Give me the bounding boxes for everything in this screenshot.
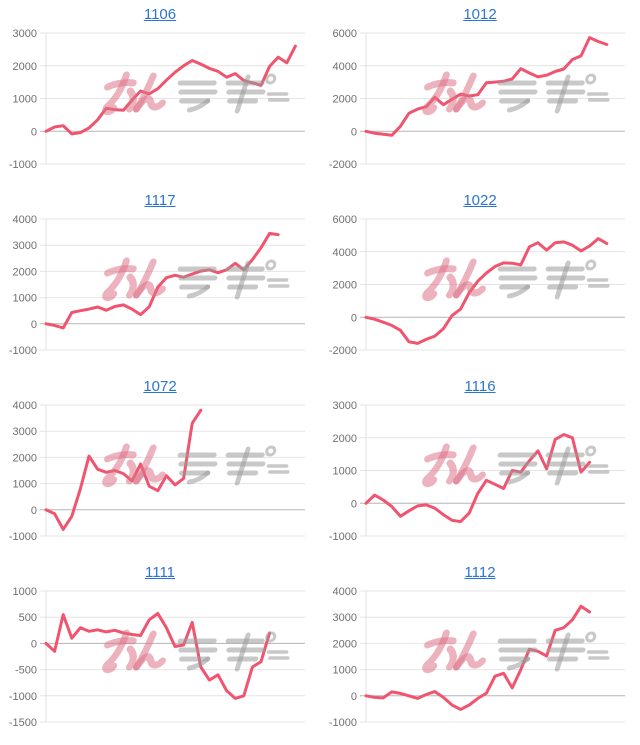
data-series-line [44,44,297,136]
line-chart-svg: -1000 0 1000 2000 3000 [9,28,305,171]
data-series-line [364,237,609,345]
y-tick-label: 0 [31,126,37,138]
chart-title-link[interactable]: 1072 [143,377,177,395]
y-tick-label: 0 [351,312,357,324]
chart-title-link[interactable]: 1106 [143,5,177,23]
line-chart-svg: -1000 0 1000 2000 3000 [329,400,625,543]
y-tick-label: 2000 [333,94,357,106]
chart-plot: -1500 -1000 -500 0 500 1000 [0,586,320,744]
y-tick-label: 4000 [13,214,37,226]
y-tick-label: -1500 [9,717,37,729]
chart-plot: -1000 0 1000 2000 3000 4000 [0,400,320,558]
y-tick-label: 2000 [13,266,37,278]
y-tick-label: 4000 [13,400,37,412]
y-tick-label: 1000 [13,293,37,305]
y-tick-label: 3000 [13,28,37,40]
data-series-line [44,231,280,330]
chart-plot: -2000 0 2000 4000 6000 [320,28,640,186]
chart-title-row: 1022 [320,186,640,214]
data-series-line [364,433,592,524]
chart-cell: 1116 -1000 0 1000 2000 3000 [320,372,640,558]
y-tick-label: 4000 [333,61,357,73]
y-tick-label: 0 [351,498,357,510]
chart-title-row: 1106 [0,0,320,28]
chart-cell: 1022 -2000 0 2000 4000 6000 [320,186,640,372]
chart-plot: -1000 0 1000 2000 3000 [320,400,640,558]
y-tick-label: -2000 [329,345,357,357]
y-tick-label: -1000 [9,691,37,703]
y-tick-label: 0 [31,505,37,517]
chart-title-row: 1012 [320,0,640,28]
line-chart-svg: -1000 0 1000 2000 3000 4000 [329,586,625,729]
chart-title-row: 1072 [0,372,320,400]
chart-title-link[interactable]: 1116 [464,377,496,395]
data-series-line [44,408,203,531]
y-tick-label: 1000 [333,466,357,478]
chart-cell: 1012 -2000 0 2000 4000 6000 [320,0,640,186]
chart-plot: -2000 0 2000 4000 6000 [320,214,640,372]
y-tick-label: -1000 [329,717,357,729]
y-tick-label: 1000 [13,586,37,598]
y-tick-label: 1000 [333,665,357,677]
chart-cell: 1112 -1000 0 1000 2000 3000 4000 [320,558,640,744]
data-series-line [364,604,592,711]
data-series-line [44,612,272,700]
y-tick-label: -1000 [9,159,37,171]
y-tick-label: 2000 [333,280,357,292]
chart-title-row: 1116 [320,372,640,400]
chart-title-row: 1117 [0,186,320,214]
y-tick-label: 0 [31,638,37,650]
chart-plot: -1000 0 1000 2000 3000 4000 [0,214,320,372]
chart-title-link[interactable]: 1117 [144,191,176,209]
y-tick-label: 4000 [333,586,357,598]
y-tick-label: -500 [15,665,37,677]
y-tick-label: 1000 [13,94,37,106]
chart-cell: 1111 -1500 -1000 -500 0 500 1000 [0,558,320,744]
y-tick-label: 2000 [13,61,37,73]
chart-plot: -1000 0 1000 2000 3000 4000 [320,586,640,744]
y-tick-label: 2000 [333,638,357,650]
chart-title-row: 1112 [320,558,640,586]
chart-title-link[interactable]: 1022 [463,191,497,209]
y-tick-label: 3000 [333,612,357,624]
chart-cell: 1106 -1000 0 1000 2000 3000 [0,0,320,186]
y-tick-label: 500 [19,612,37,624]
line-chart-svg: -2000 0 2000 4000 6000 [329,214,625,357]
chart-cell: 1072 -1000 0 1000 2000 3000 4000 [0,372,320,558]
chart-title-link[interactable]: 1112 [464,563,496,581]
y-tick-label: -1000 [329,531,357,543]
chart-title-link[interactable]: 1111 [144,563,176,581]
y-tick-label: 3000 [333,400,357,412]
chart-title-link[interactable]: 1012 [463,5,497,23]
y-tick-label: 0 [351,126,357,138]
y-tick-label: 6000 [333,28,357,40]
y-tick-label: 0 [31,319,37,331]
y-tick-label: -2000 [329,159,357,171]
y-tick-label: 6000 [333,214,357,226]
y-tick-label: 2000 [13,452,37,464]
y-tick-label: 0 [351,691,357,703]
line-chart-svg: -1000 0 1000 2000 3000 4000 [9,214,305,357]
y-tick-label: -1000 [9,345,37,357]
y-tick-label: -1000 [9,531,37,543]
line-chart-svg: -1000 0 1000 2000 3000 4000 [9,400,305,543]
chart-cell: 1117 -1000 0 1000 2000 3000 4000 [0,186,320,372]
y-tick-label: 4000 [333,247,357,259]
y-tick-label: 3000 [13,426,37,438]
chart-title-row: 1111 [0,558,320,586]
y-tick-label: 1000 [13,479,37,491]
line-chart-svg: -1500 -1000 -500 0 500 1000 [9,586,305,729]
chart-plot: -1000 0 1000 2000 3000 [0,28,320,186]
data-series-line [364,36,609,137]
y-tick-label: 2000 [333,433,357,445]
line-chart-svg: -2000 0 2000 4000 6000 [329,28,625,171]
y-tick-label: 3000 [13,240,37,252]
